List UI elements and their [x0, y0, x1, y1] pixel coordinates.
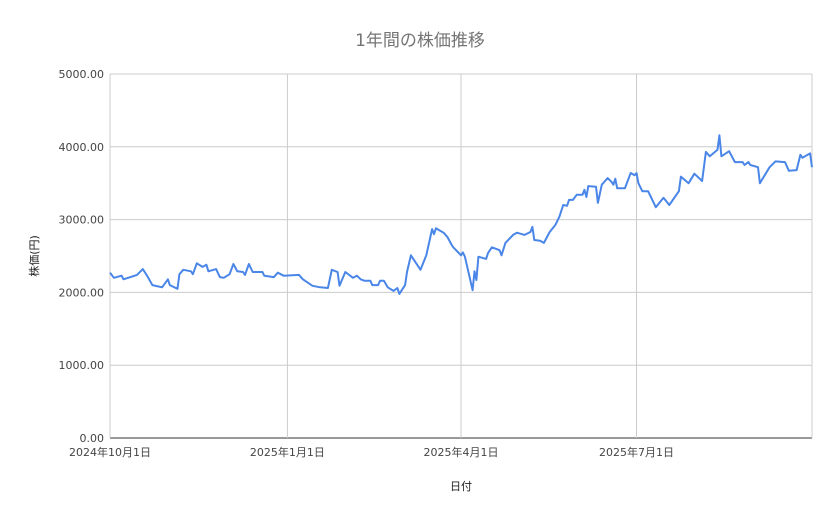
gridlines	[109, 73, 813, 439]
x-tick-label: 2025年7月1日	[599, 445, 674, 459]
y-tick-label: 4000.00	[59, 141, 105, 154]
y-tick-label: 1000.00	[59, 359, 105, 372]
y-tick-label: 3000.00	[59, 214, 105, 227]
y-tick-label: 0.00	[80, 432, 105, 445]
series-group	[109, 134, 813, 295]
x-axis-label: 日付	[450, 480, 472, 493]
x-tick-label: 2025年4月1日	[424, 445, 499, 459]
chart-title: 1年間の株価推移	[355, 31, 485, 51]
y-tick-label: 2000.00	[59, 286, 105, 299]
x-tick-label: 2024年10月1日	[69, 445, 151, 459]
y-axis-label: 株価(円)	[27, 235, 41, 277]
price-line	[109, 134, 813, 295]
x-tick-label: 2025年1月1日	[250, 445, 325, 459]
y-axis-ticks: 0.00 1000.00 2000.00 3000.00 4000.00 5000.00	[59, 68, 105, 445]
x-axis-ticks: 2024年10月1日 2025年1月1日 2025年4月1日 2025年7月1日	[69, 445, 674, 459]
y-tick-label: 5000.00	[59, 68, 105, 81]
